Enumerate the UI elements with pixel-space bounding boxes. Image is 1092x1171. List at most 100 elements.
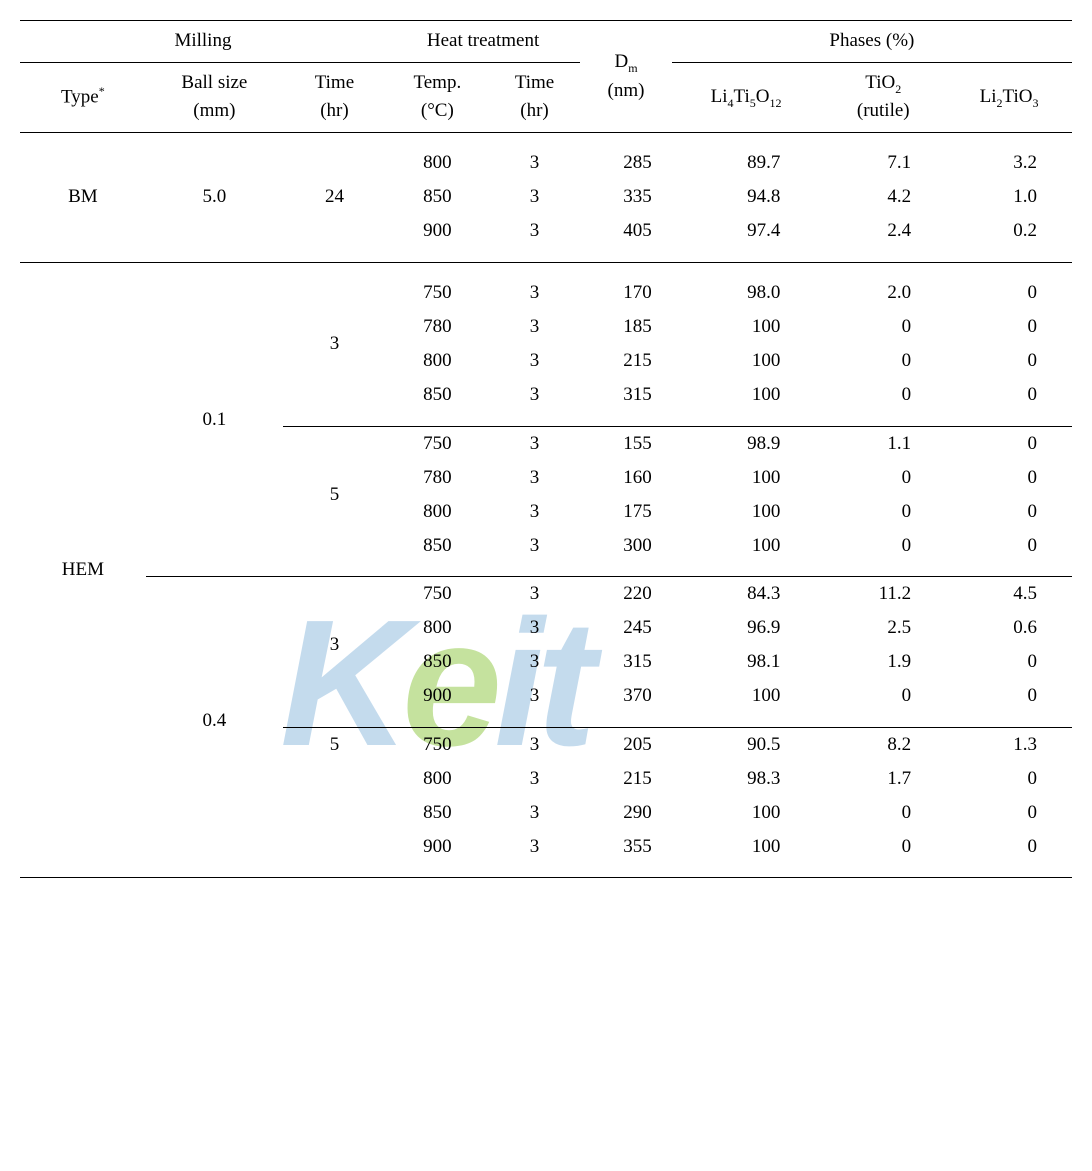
cell-temp: 800 — [386, 762, 489, 796]
cell-temp: 850 — [386, 378, 489, 412]
cell-htime: 3 — [489, 577, 580, 612]
cell-temp: 750 — [386, 577, 489, 612]
cell-htime: 3 — [489, 146, 580, 180]
table-header: Milling Heat treatment Dm (nm) Phases (%… — [20, 21, 1072, 133]
header-phase-li2tio3: Li2TiO3 — [946, 62, 1072, 132]
cell-temp: 750 — [386, 276, 489, 310]
cell-milling-time: 5 — [283, 727, 386, 864]
header-phase-tio2: TiO2(rutile) — [820, 62, 946, 132]
cell-p1: 100 — [672, 529, 821, 563]
cell-p2: 0 — [820, 679, 946, 713]
cell-htime: 3 — [489, 529, 580, 563]
cell-p2: 2.5 — [820, 611, 946, 645]
cell-temp: 750 — [386, 426, 489, 461]
cell-htime: 3 — [489, 276, 580, 310]
cell-temp: 850 — [386, 180, 489, 214]
cell-p2: 2.0 — [820, 276, 946, 310]
cell-temp: 780 — [386, 310, 489, 344]
cell-dm: 285 — [580, 146, 671, 180]
cell-p1: 96.9 — [672, 611, 821, 645]
cell-htime: 3 — [489, 495, 580, 529]
cell-p2: 1.1 — [820, 426, 946, 461]
header-ball-size: Ball size(mm) — [146, 62, 283, 132]
table-row: HEM 0.1 3 750 3 170 98.0 2.0 0 — [20, 276, 1072, 310]
cell-htime: 3 — [489, 645, 580, 679]
cell-dm: 185 — [580, 310, 671, 344]
cell-p1: 94.8 — [672, 180, 821, 214]
cell-temp: 780 — [386, 461, 489, 495]
cell-p3: 0 — [946, 426, 1072, 461]
cell-ball-size: 0.4 — [146, 577, 283, 864]
cell-dm: 205 — [580, 727, 671, 762]
cell-ball-size: 0.1 — [146, 276, 283, 563]
cell-p1: 100 — [672, 495, 821, 529]
header-milling-time: Time(hr) — [283, 62, 386, 132]
data-table: Milling Heat treatment Dm (nm) Phases (%… — [20, 20, 1072, 878]
header-dm: Dm (nm) — [580, 21, 671, 133]
cell-temp: 850 — [386, 529, 489, 563]
cell-temp: 900 — [386, 214, 489, 248]
cell-type: BM — [20, 146, 146, 248]
cell-p2: 0 — [820, 495, 946, 529]
cell-p3: 1.3 — [946, 727, 1072, 762]
cell-p3: 0 — [946, 310, 1072, 344]
cell-milling-time: 24 — [283, 146, 386, 248]
cell-ball-size: 5.0 — [146, 146, 283, 248]
cell-p2: 7.1 — [820, 146, 946, 180]
cell-p1: 100 — [672, 378, 821, 412]
cell-p3: 0 — [946, 495, 1072, 529]
cell-htime: 3 — [489, 378, 580, 412]
cell-p3: 4.5 — [946, 577, 1072, 612]
cell-p1: 84.3 — [672, 577, 821, 612]
cell-dm: 245 — [580, 611, 671, 645]
cell-p3: 0 — [946, 762, 1072, 796]
cell-temp: 800 — [386, 495, 489, 529]
cell-dm: 175 — [580, 495, 671, 529]
cell-p2: 1.7 — [820, 762, 946, 796]
cell-temp: 750 — [386, 727, 489, 762]
cell-p2: 8.2 — [820, 727, 946, 762]
cell-p1: 90.5 — [672, 727, 821, 762]
cell-p1: 100 — [672, 830, 821, 864]
cell-htime: 3 — [489, 830, 580, 864]
cell-p2: 0 — [820, 310, 946, 344]
cell-milling-time: 3 — [283, 577, 386, 714]
cell-dm: 215 — [580, 344, 671, 378]
cell-p2: 0 — [820, 461, 946, 495]
cell-p1: 98.3 — [672, 762, 821, 796]
cell-p2: 4.2 — [820, 180, 946, 214]
cell-htime: 3 — [489, 762, 580, 796]
cell-dm: 215 — [580, 762, 671, 796]
cell-dm: 160 — [580, 461, 671, 495]
cell-p3: 1.0 — [946, 180, 1072, 214]
cell-milling-time: 3 — [283, 276, 386, 412]
cell-temp: 800 — [386, 611, 489, 645]
cell-p3: 0 — [946, 276, 1072, 310]
cell-htime: 3 — [489, 426, 580, 461]
cell-temp: 800 — [386, 146, 489, 180]
cell-temp: 900 — [386, 679, 489, 713]
header-temp: Temp.(°C) — [386, 62, 489, 132]
cell-p2: 0 — [820, 529, 946, 563]
cell-dm: 405 — [580, 214, 671, 248]
cell-p1: 100 — [672, 310, 821, 344]
cell-p3: 0 — [946, 529, 1072, 563]
table-row: BM 5.0 24 800 3 285 89.7 7.1 3.2 — [20, 146, 1072, 180]
cell-p2: 1.9 — [820, 645, 946, 679]
cell-p1: 98.9 — [672, 426, 821, 461]
cell-p3: 0 — [946, 679, 1072, 713]
cell-dm: 315 — [580, 378, 671, 412]
cell-p3: 0 — [946, 645, 1072, 679]
cell-htime: 3 — [489, 180, 580, 214]
partial-rule — [20, 563, 1072, 577]
cell-p3: 0 — [946, 796, 1072, 830]
cell-htime: 3 — [489, 679, 580, 713]
header-milling: Milling — [20, 21, 386, 63]
cell-p3: 0 — [946, 461, 1072, 495]
cell-dm: 155 — [580, 426, 671, 461]
cell-p2: 0 — [820, 796, 946, 830]
header-type: Type* — [20, 62, 146, 132]
cell-p3: 0 — [946, 344, 1072, 378]
cell-dm: 370 — [580, 679, 671, 713]
cell-htime: 3 — [489, 461, 580, 495]
